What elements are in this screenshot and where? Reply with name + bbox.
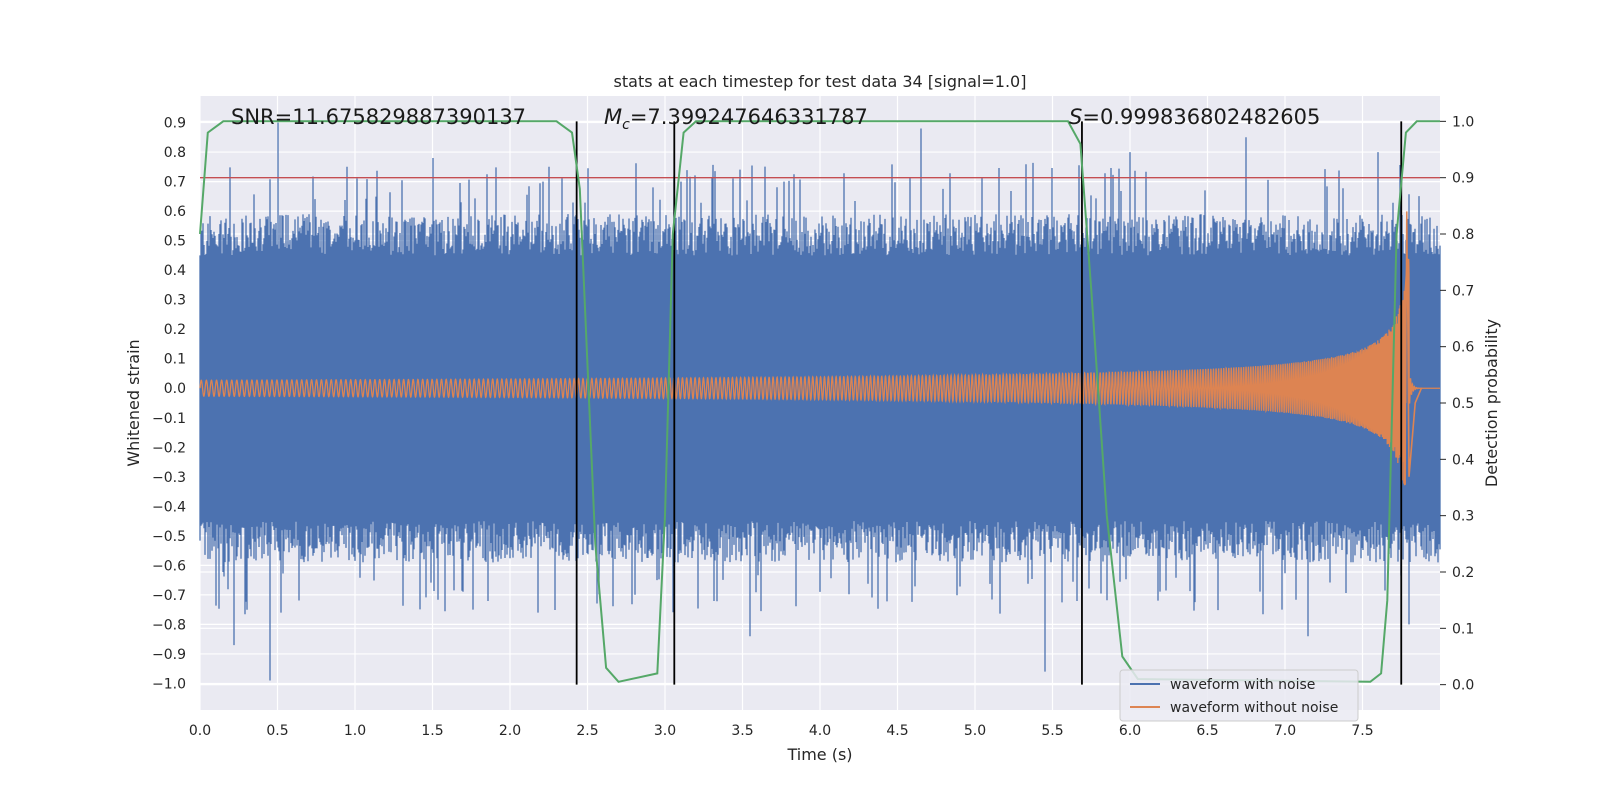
y-tick-label: −0.5: [152, 529, 186, 545]
y2-tick-label: 0.4: [1452, 452, 1474, 468]
series-waveform-without-noise: [199, 211, 1440, 486]
chirp-mass-symbol: M: [604, 105, 622, 129]
x-tick-label: 6.0: [1119, 723, 1141, 739]
y-tick-label: −0.2: [152, 440, 186, 456]
y2-axis-label: Detection probability: [1482, 319, 1501, 487]
y2-tick-label: 0.6: [1452, 340, 1474, 356]
score-value: =0.999836802482605: [1082, 105, 1320, 129]
y-tick-label: −0.7: [152, 588, 186, 604]
y-tick-label: 0.0: [164, 381, 186, 397]
chirp-mass-annotation: Mc=7.399247646331787: [604, 105, 868, 133]
y-tick-label: −1.0: [152, 676, 186, 692]
y2-tick-label: 0.2: [1452, 565, 1474, 581]
x-tick-label: 3.0: [654, 723, 676, 739]
x-tick-label: 7.0: [1274, 723, 1296, 739]
snr-annotation: SNR=11.675829887390137: [231, 105, 526, 129]
legend-label-clean: waveform without noise: [1170, 700, 1338, 716]
y-tick-label: 0.4: [164, 263, 186, 279]
y-tick-label: −0.6: [152, 558, 186, 574]
detection-probability-line: [199, 120, 1440, 683]
y-tick-label: 0.1: [164, 352, 186, 368]
score-symbol: S: [1069, 105, 1082, 129]
x-tick-label: 4.0: [809, 723, 831, 739]
y-tick-label: 0.9: [164, 116, 186, 132]
x-tick-label: 6.5: [1196, 723, 1218, 739]
x-tick-label: 5.5: [1041, 723, 1063, 739]
y-tick-label: 0.2: [164, 322, 186, 338]
y2-tick-label: 0.9: [1452, 171, 1474, 187]
y-tick-label: −0.8: [152, 617, 186, 633]
x-tick-label: 7.5: [1351, 723, 1373, 739]
y-tick-label: 0.6: [164, 204, 186, 220]
y2-tick-label: 0.0: [1452, 678, 1474, 694]
y2-tick-label: 0.5: [1452, 396, 1474, 412]
legend: waveform with noise waveform without noi…: [1119, 669, 1359, 722]
y2-tick-label: 0.8: [1452, 227, 1474, 243]
x-axis-label: Time (s): [786, 745, 852, 764]
x-tick-label: 1.0: [344, 723, 366, 739]
clean-waveform-line: [199, 211, 1440, 486]
y-tick-label: −0.1: [152, 411, 186, 427]
x-tick-label: 0.0: [189, 723, 211, 739]
y-tick-label: −0.9: [152, 647, 186, 663]
clean-waveform-merger: [1398, 258, 1423, 477]
legend-box: [1119, 669, 1359, 722]
x-tick-label: 4.5: [886, 723, 908, 739]
y-axis-label: Whitened strain: [124, 339, 143, 466]
y2-tick-label: 0.1: [1452, 621, 1474, 637]
y2-tick-label: 0.3: [1452, 509, 1474, 525]
x-tick-label: 1.5: [421, 723, 443, 739]
y-tick-label: 0.7: [164, 175, 186, 191]
chart-title: stats at each timestep for test data 34 …: [614, 72, 1027, 91]
y-tick-label: −0.4: [152, 499, 186, 515]
x-tick-label: 2.0: [499, 723, 521, 739]
y-tick-label: 0.5: [164, 234, 186, 250]
x-tick-label: 5.0: [964, 723, 986, 739]
chirp-mass-value: =7.399247646331787: [630, 105, 868, 129]
chirp-mass-subscript: c: [622, 117, 630, 133]
x-tick-label: 2.5: [576, 723, 598, 739]
y-tick-label: 0.8: [164, 145, 186, 161]
axis-ticks: 0.9 0.8 0.7 0.6 0.5 0.4 0.3 0.2 0.1 0.0 −0.1 −0.2 −0…: [152, 114, 1474, 739]
score-annotation: S=0.999836802482605: [1069, 105, 1320, 129]
overlay-lines: [199, 120, 1440, 685]
y2-tick-label: 0.7: [1452, 283, 1474, 299]
y-tick-label: 0.3: [164, 293, 186, 309]
legend-label-noise: waveform with noise: [1170, 677, 1315, 693]
x-tick-label: 3.5: [731, 723, 753, 739]
y2-tick-label: 1.0: [1452, 114, 1474, 130]
x-tick-label: 0.5: [266, 723, 288, 739]
y-tick-label: −0.3: [152, 470, 186, 486]
